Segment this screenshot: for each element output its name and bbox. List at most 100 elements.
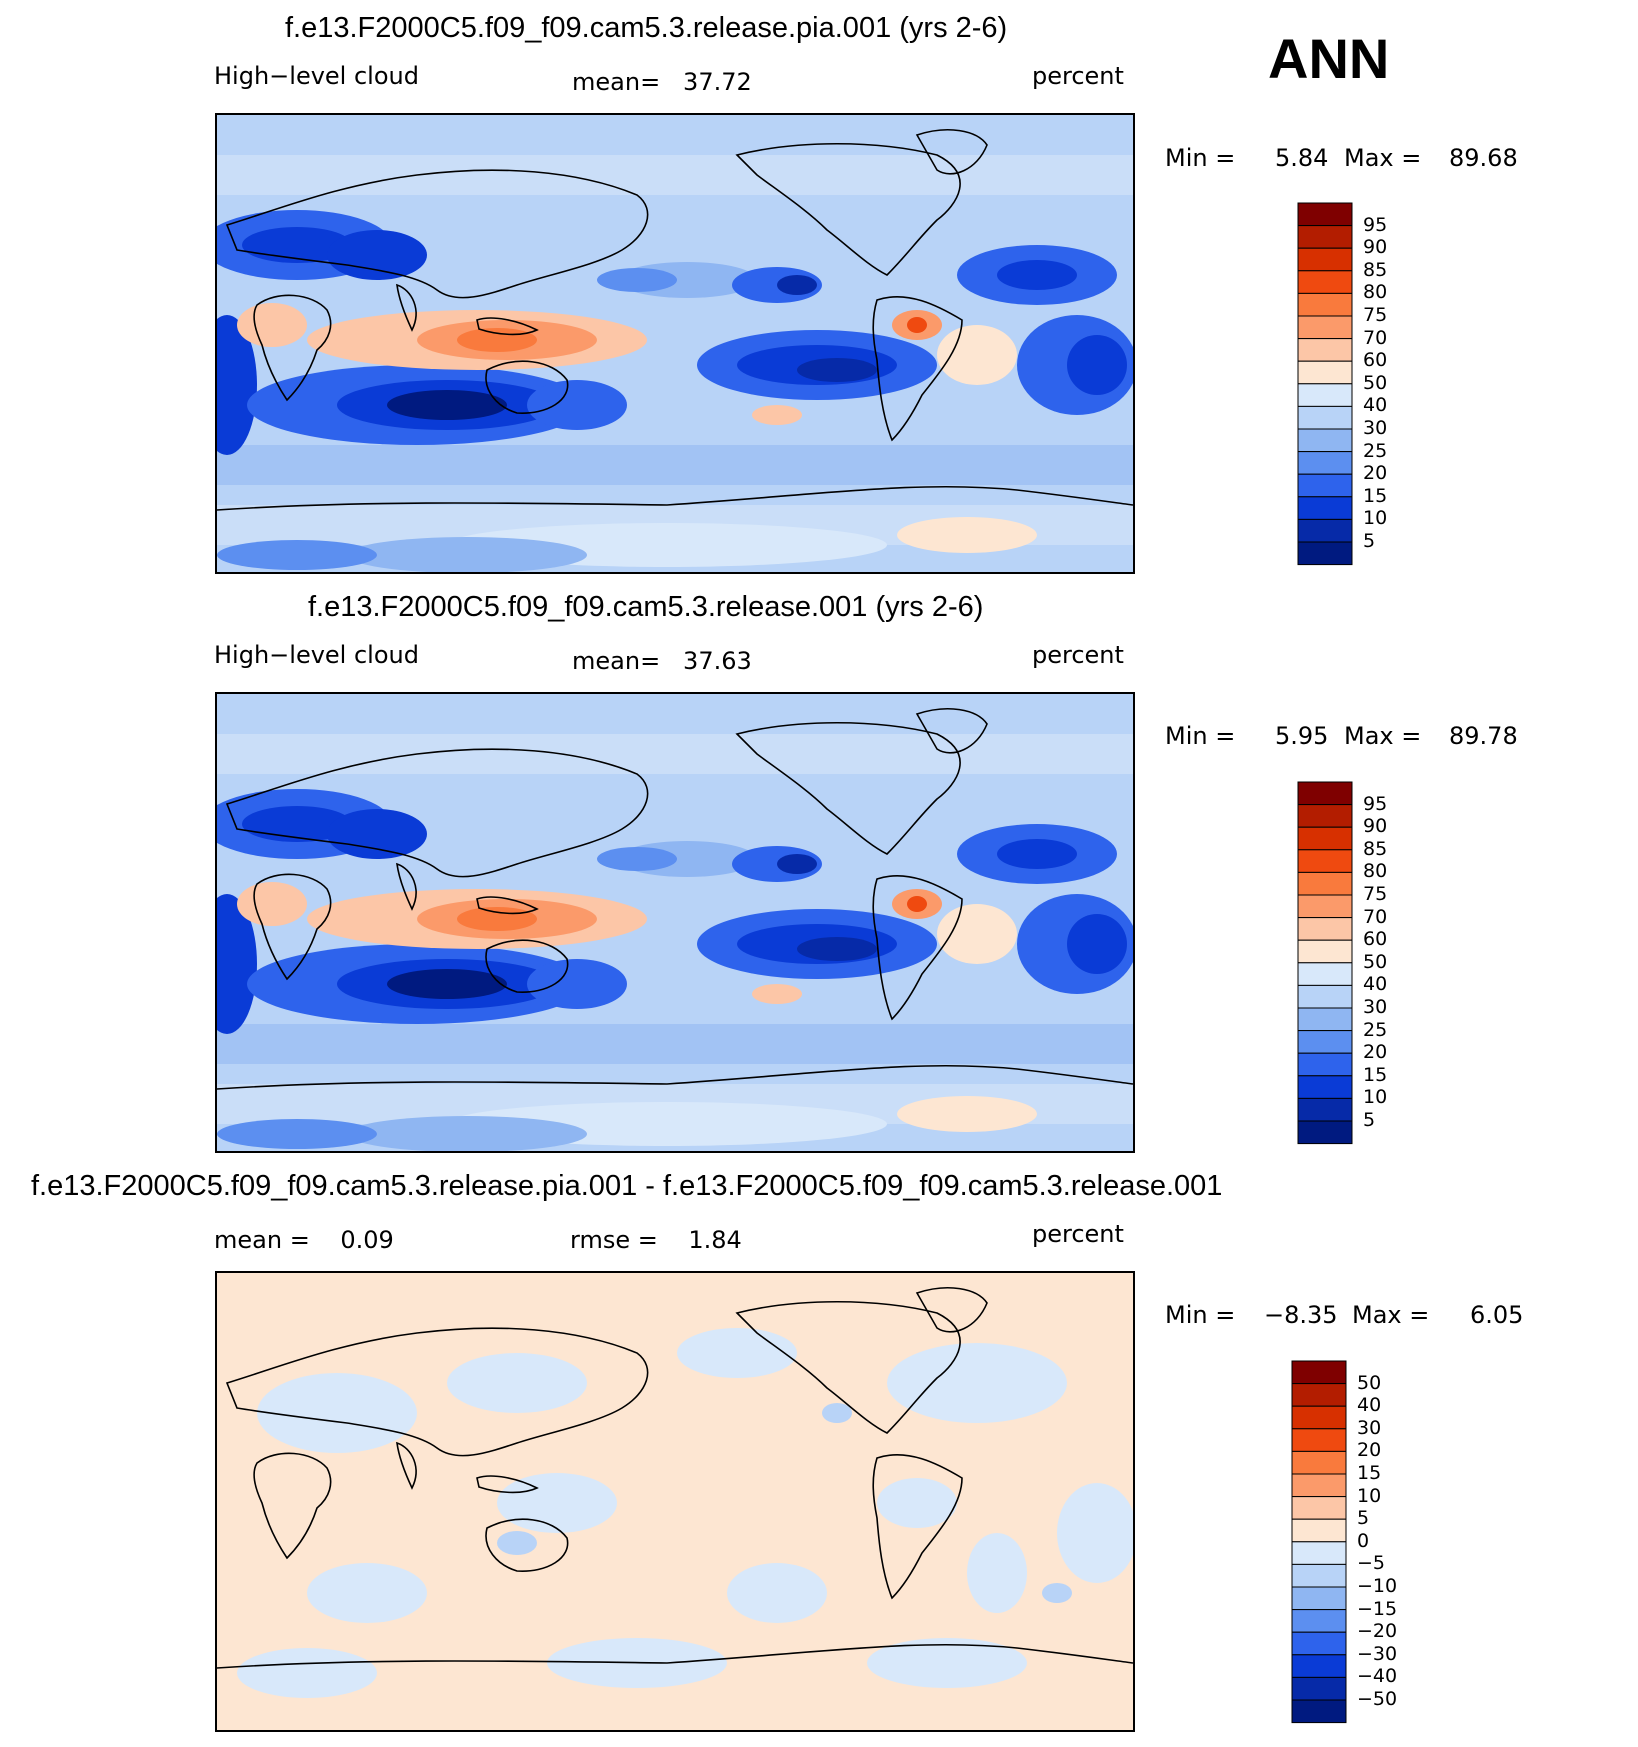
- field-band: [217, 155, 1133, 195]
- colorbar-tick-label: 10: [1363, 507, 1387, 529]
- colorbar-tick-label: −20: [1357, 1620, 1397, 1642]
- colorbar-swatch: [1298, 963, 1352, 986]
- contour-region: [887, 1343, 1067, 1423]
- contour-region: [387, 390, 507, 420]
- contour-region: [597, 847, 677, 871]
- panel-2-min-label: Min =: [1165, 722, 1235, 750]
- colorbar-tick-label: 30: [1363, 996, 1387, 1018]
- panel-1-map: [215, 113, 1135, 574]
- colorbar-tick-label: 40: [1357, 1394, 1381, 1416]
- panel-2-max-value: 89.78: [1449, 722, 1518, 750]
- contour-region: [997, 839, 1077, 869]
- contour-region: [327, 809, 427, 859]
- colorbar-swatch: [1298, 429, 1352, 452]
- colorbar-swatch: [1298, 384, 1352, 407]
- panel-1-units: percent: [1032, 62, 1124, 90]
- contour-region: [797, 358, 877, 382]
- colorbar-tick-label: 50: [1363, 951, 1387, 973]
- panel-2-min-value: 5.95: [1275, 722, 1328, 750]
- panel-1-contour-field: [217, 115, 1133, 572]
- colorbar-tick-label: −15: [1357, 1598, 1397, 1620]
- field-band: [217, 445, 1133, 485]
- colorbar-tick-label: 30: [1363, 417, 1387, 439]
- contour-region: [997, 260, 1077, 290]
- colorbar-tick-label: 5: [1357, 1507, 1369, 1529]
- contour-region: [237, 882, 307, 926]
- colorbar-swatch: [1298, 1031, 1352, 1054]
- panel-3-units: percent: [1032, 1220, 1124, 1248]
- colorbar-tick-label: 20: [1357, 1439, 1381, 1461]
- colorbar-tick-label: 95: [1363, 793, 1387, 815]
- colorbar-swatch: [1298, 316, 1352, 339]
- colorbar-tick-label: 85: [1363, 838, 1387, 860]
- panel-1-mean: mean= 37.72: [572, 68, 752, 96]
- colorbar-swatch: [1298, 474, 1352, 497]
- colorbar-tick-label: 75: [1363, 304, 1387, 326]
- colorbar-swatch: [1298, 1076, 1352, 1099]
- colorbar-swatch: [1298, 782, 1352, 805]
- panel-3-min-label: Min =: [1165, 1301, 1235, 1329]
- contour-region: [937, 325, 1017, 385]
- contour-region: [1042, 1583, 1072, 1603]
- panel-1-min-label: Min =: [1165, 144, 1235, 172]
- contour-region: [387, 969, 507, 999]
- colorbar-tick-label: 25: [1363, 440, 1387, 462]
- contour-region: [497, 1531, 537, 1555]
- contour-region: [897, 517, 1037, 553]
- colorbar-swatch: [1298, 895, 1352, 918]
- colorbar-swatch: [1292, 1474, 1346, 1497]
- colorbar-tick-label: 90: [1363, 815, 1387, 837]
- contour-region: [527, 380, 627, 430]
- colorbar-swatch: [1298, 203, 1352, 226]
- colorbar-swatch: [1298, 1098, 1352, 1121]
- colorbar-swatch: [1292, 1610, 1346, 1633]
- colorbar-swatch: [1292, 1451, 1346, 1474]
- panel-1-max-label: Max =: [1344, 144, 1421, 172]
- contour-region: [777, 275, 817, 295]
- contour-region: [727, 1563, 827, 1623]
- panel-3-rmse: rmse = 1.84: [570, 1226, 742, 1254]
- panel-3-mean: mean = 0.09: [214, 1226, 394, 1254]
- colorbar-tick-label: 70: [1363, 906, 1387, 928]
- panel-1-title: f.e13.F2000C5.f09_f09.cam5.3.release.pia…: [285, 12, 1007, 45]
- colorbar-swatch: [1292, 1564, 1346, 1587]
- colorbar-swatches: [1291, 1360, 1347, 1724]
- colorbar-swatch: [1292, 1655, 1346, 1678]
- colorbar-swatch: [1292, 1587, 1346, 1610]
- colorbar-swatches: [1297, 781, 1353, 1145]
- contour-region: [597, 268, 677, 292]
- colorbar-swatch: [1298, 1053, 1352, 1076]
- panel-2-units: percent: [1032, 641, 1124, 669]
- colorbar-tick-label: 80: [1363, 860, 1387, 882]
- contour-region: [752, 984, 802, 1004]
- colorbar-tick-label: 60: [1363, 349, 1387, 371]
- colorbar-tick-label: 30: [1357, 1417, 1381, 1439]
- contour-region: [347, 537, 587, 572]
- colorbar-swatch: [1292, 1700, 1346, 1723]
- panel-1-min-value: 5.84: [1275, 144, 1328, 172]
- colorbar-swatch: [1298, 542, 1352, 565]
- panel-3-min-value: −8.35: [1264, 1301, 1338, 1329]
- colorbar-swatch: [1298, 805, 1352, 828]
- colorbar-swatch: [1292, 1361, 1346, 1384]
- contour-region: [447, 1353, 587, 1413]
- field-band: [217, 1024, 1133, 1064]
- colorbar-swatch: [1298, 985, 1352, 1008]
- colorbar-swatch: [1292, 1677, 1346, 1700]
- colorbar-swatch: [1298, 497, 1352, 520]
- panel-2-contour-field: [217, 694, 1133, 1151]
- colorbar-swatch: [1298, 1008, 1352, 1031]
- panel-2-variable-label: High−level cloud: [214, 641, 419, 669]
- colorbar-tick-label: 5: [1363, 1109, 1375, 1131]
- colorbar-tick-label: 40: [1363, 973, 1387, 995]
- contour-region: [877, 1478, 957, 1528]
- colorbar-tick-label: −10: [1357, 1575, 1397, 1597]
- contour-region: [497, 1473, 617, 1533]
- colorbar-swatch: [1298, 872, 1352, 895]
- colorbar-tick-label: −5: [1357, 1552, 1385, 1574]
- colorbar-tick-label: 5: [1363, 530, 1375, 552]
- colorbar-swatch: [1292, 1542, 1346, 1565]
- contour-region: [752, 405, 802, 425]
- colorbar-swatch: [1298, 339, 1352, 362]
- panel-3-map: [215, 1271, 1135, 1732]
